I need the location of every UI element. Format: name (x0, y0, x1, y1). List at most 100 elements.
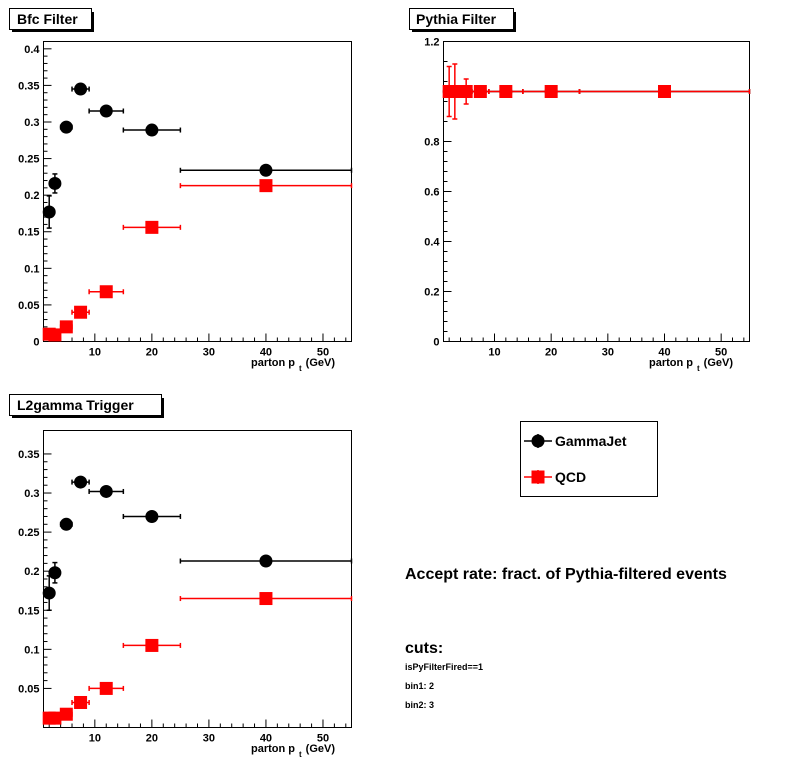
data-point-square (74, 695, 88, 709)
cut-line: bin2: 3 (405, 700, 434, 710)
y-tick-label: 0.05 (18, 300, 39, 312)
data-point-square (99, 285, 113, 299)
data-point-circle (42, 586, 56, 600)
y-tick-label: 0.2 (24, 190, 39, 202)
x-axis-label: parton p t (GeV) (251, 357, 335, 373)
title-box (9, 8, 92, 30)
y-tick-label: 0.35 (18, 449, 39, 461)
x-axis-label-sub: t (299, 750, 302, 759)
axis-ticks: 10 20 30 40 50 0 0.2 0.4 0.6 0.8 1.2 (424, 37, 745, 359)
panel-title: L2gamma Trigger (17, 397, 134, 413)
data-point-square (99, 681, 113, 695)
legend-entry-qcd: QCD (524, 469, 586, 485)
y-tick-label: 0.05 (18, 683, 39, 695)
data-point-circle (74, 82, 88, 96)
data-point-square (259, 179, 273, 193)
x-axis-label-unit: (GeV) (306, 357, 336, 369)
y-tick-label: 1.2 (424, 37, 439, 49)
x-axis-label-main: parton p (251, 743, 295, 755)
x-axis-label-sub: t (697, 364, 700, 373)
data-point-square (544, 85, 558, 98)
y-tick-label: 0.3 (24, 117, 39, 129)
x-tick-label: 20 (545, 347, 557, 359)
data-point-square (459, 85, 473, 98)
y-tick-label: 0.4 (424, 237, 440, 249)
y-tick-label: 0.6 (424, 187, 439, 199)
data-point-square (48, 711, 62, 725)
x-tick-label: 10 (488, 347, 500, 359)
data-marks (442, 63, 751, 120)
x-tick-label: 40 (260, 733, 272, 745)
x-axis-label: parton p t (GeV) (649, 357, 733, 373)
data-point-circle (99, 104, 113, 118)
legend-entry-gammajet: GammaJet (524, 433, 627, 449)
y-tick-label: 0.35 (18, 80, 39, 92)
x-axis-label-unit: (GeV) (306, 743, 336, 755)
plot-frame (443, 41, 750, 342)
plot-frame (43, 41, 352, 342)
series-gammajet (42, 475, 353, 612)
x-tick-label: 10 (89, 347, 101, 359)
data-point-circle (145, 509, 159, 523)
data-point-square (448, 85, 462, 98)
data-point-circle (99, 484, 113, 498)
data-point-square (658, 85, 671, 98)
series-gammajet (42, 82, 353, 229)
x-axis-label-sub: t (299, 364, 302, 373)
axis-ticks: 10 20 30 40 50 0.05 0.1 0.15 0.2 0.25 0.3 0.35 (18, 449, 347, 745)
plot-frame (43, 430, 352, 728)
y-tick-label: 0.2 (24, 566, 39, 578)
y-tick-label: 0.4 (24, 44, 40, 56)
series-qcd (42, 179, 353, 342)
cuts-title: cuts: (405, 640, 443, 657)
data-point-circle (74, 475, 88, 489)
x-tick-label: 30 (602, 347, 614, 359)
x-axis-label-main: parton p (251, 357, 295, 369)
data-point-square (59, 320, 73, 334)
legend: GammaJet QCD (520, 421, 658, 497)
data-point-square (48, 328, 62, 342)
y-tick-label: 0.2 (424, 287, 439, 299)
legend-circle-marker (531, 434, 545, 448)
x-tick-label: 50 (317, 347, 329, 359)
data-point-circle (59, 120, 73, 134)
series-qcd (442, 63, 751, 120)
x-tick-label: 40 (260, 347, 272, 359)
legend-box (520, 421, 658, 497)
x-tick-label: 50 (715, 347, 727, 359)
data-point-square (145, 220, 159, 234)
x-axis-label-main: parton p (649, 357, 693, 369)
series-qcd (42, 592, 353, 725)
data-point-circle (48, 176, 62, 190)
data-marks (42, 82, 353, 342)
y-tick-label: 0.1 (24, 263, 39, 275)
y-tick-label: 0 (33, 337, 39, 349)
data-point-circle (259, 163, 273, 177)
data-point-square (59, 707, 73, 721)
y-tick-label: 0.15 (18, 227, 39, 239)
data-point-circle (59, 517, 73, 531)
axis-ticks: 10 20 30 40 50 0 0.05 0.1 0.15 0.2 0.25 0.3 0.35 0.4 (18, 44, 347, 359)
panel-bfc-filter: Bfc Filter 10 20 30 40 50 0 0.05 0.1 0.15 0.2 0.25… (9, 8, 353, 373)
panel-title: Pythia Filter (416, 11, 497, 27)
data-point-square (74, 305, 88, 319)
y-tick-label: 0.3 (24, 488, 39, 500)
data-point-circle (259, 554, 273, 568)
data-point-square (499, 85, 513, 98)
title-box (409, 8, 514, 30)
x-axis-label-unit: (GeV) (704, 357, 734, 369)
data-point-square (473, 85, 487, 98)
y-tick-label: 0.15 (18, 605, 39, 617)
data-marks (42, 475, 353, 725)
legend-label: GammaJet (555, 433, 627, 449)
x-tick-label: 30 (203, 347, 215, 359)
x-axis-label: parton p t (GeV) (251, 743, 335, 759)
cut-line: bin1: 2 (405, 681, 434, 691)
x-tick-label: 10 (89, 733, 101, 745)
data-point-circle (48, 566, 62, 580)
y-tick-label: 0.1 (24, 644, 39, 656)
data-point-square (259, 592, 273, 606)
data-point-circle (42, 205, 56, 219)
y-tick-label: 0.8 (424, 137, 439, 149)
